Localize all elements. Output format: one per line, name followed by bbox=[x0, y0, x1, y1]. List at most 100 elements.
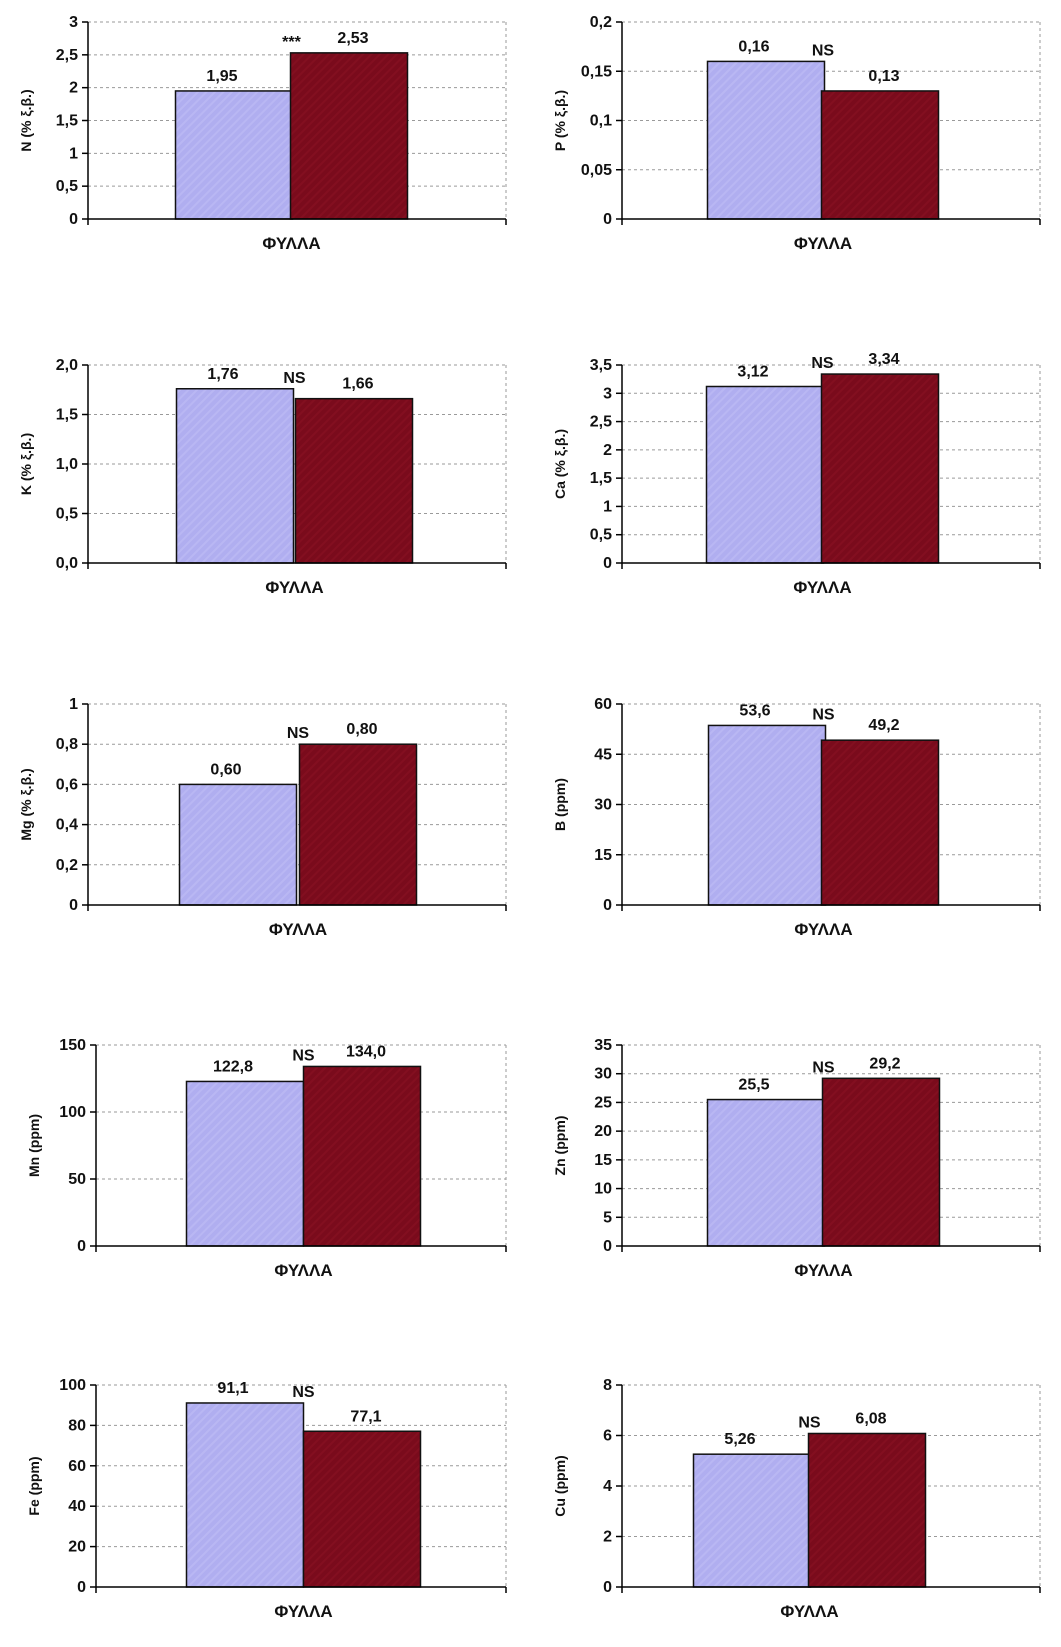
y-tick-label: 1,0 bbox=[56, 456, 78, 473]
y-tick-label: 15 bbox=[594, 1152, 612, 1169]
y-tick-label: 35 bbox=[594, 1037, 612, 1054]
x-axis-label: ΦΥΛΛΑ bbox=[794, 234, 852, 253]
data-label: 0,60 bbox=[210, 761, 241, 778]
y-axis-label: Mg (% ξ.β.) bbox=[18, 768, 34, 840]
x-axis-label: ΦΥΛΛΑ bbox=[794, 1261, 852, 1280]
bar-series-1 bbox=[175, 388, 295, 564]
y-tick-label: 2,5 bbox=[590, 414, 612, 431]
data-label: 3,34 bbox=[868, 351, 899, 368]
y-tick-label: 1 bbox=[69, 696, 78, 713]
y-tick-label: 3 bbox=[603, 385, 612, 402]
y-tick-label: 0,2 bbox=[56, 857, 78, 874]
chart-7: 0 50 100 150 122,8 134,0 NS ΦΥΛΛΑ Mn (ppm) bbox=[26, 1037, 507, 1280]
significance-label: NS bbox=[812, 706, 835, 723]
x-axis-label: ΦΥΛΛΑ bbox=[274, 1602, 332, 1621]
bar-series-2 bbox=[820, 90, 940, 220]
bar-series-2 bbox=[289, 52, 409, 220]
data-label: 2,53 bbox=[337, 30, 368, 47]
y-tick-label: 2 bbox=[603, 442, 612, 459]
y-tick-label: 0 bbox=[69, 211, 78, 228]
bar-series-1 bbox=[174, 90, 294, 220]
y-axis-label: B (ppm) bbox=[552, 778, 568, 831]
y-tick-label: 30 bbox=[594, 1066, 612, 1083]
y-tick-label: 100 bbox=[59, 1104, 86, 1121]
y-axis-label: Fe (ppm) bbox=[26, 1456, 42, 1515]
x-axis-label: ΦΥΛΛΑ bbox=[780, 1602, 838, 1621]
y-tick-label: 2 bbox=[69, 80, 78, 97]
data-label: 3,12 bbox=[737, 363, 768, 380]
data-label: 1,95 bbox=[206, 68, 237, 85]
significance-label: NS bbox=[812, 1059, 835, 1076]
y-tick-label: 0,5 bbox=[590, 527, 612, 544]
significance-label: NS bbox=[292, 1047, 315, 1064]
data-label: 91,1 bbox=[217, 1380, 248, 1397]
y-axis-label: K (% ξ.β.) bbox=[18, 433, 34, 495]
significance-label: NS bbox=[798, 1414, 821, 1431]
chart-2: 0 0,05 0,1 0,15 0,2 0,16 0,13 NS ΦΥΛΛΑ P (% ξ.β.) bbox=[552, 14, 1041, 253]
chart-3: 0,0 0,5 1,0 1,5 2,0 1,76 1,66 NS ΦΥΛΛΑ K (% ξ.β.) bbox=[18, 357, 507, 597]
bar-series-2 bbox=[820, 373, 940, 564]
x-axis-label: ΦΥΛΛΑ bbox=[269, 920, 327, 939]
y-tick-label: 100 bbox=[59, 1377, 86, 1394]
x-axis-label: ΦΥΛΛΑ bbox=[274, 1261, 332, 1280]
x-axis-label: ΦΥΛΛΑ bbox=[265, 578, 323, 597]
y-tick-label: 20 bbox=[68, 1539, 86, 1556]
y-tick-label: 0 bbox=[603, 897, 612, 914]
y-tick-label: 1,5 bbox=[56, 407, 78, 424]
data-label: 53,6 bbox=[739, 702, 770, 719]
y-tick-label: 40 bbox=[68, 1498, 86, 1515]
bar-series-1 bbox=[706, 60, 826, 220]
y-tick-label: 3,5 bbox=[590, 357, 612, 374]
y-tick-label: 15 bbox=[594, 847, 612, 864]
bar-series-1 bbox=[185, 1080, 305, 1247]
y-tick-label: 6 bbox=[603, 1428, 612, 1445]
y-tick-label: 5 bbox=[603, 1209, 612, 1226]
bar-series-1 bbox=[705, 385, 825, 564]
y-tick-label: 0,1 bbox=[590, 113, 612, 130]
chart-5: 0 0,2 0,4 0,6 0,8 1 0,60 0,80 NS ΦΥΛΛΑ Mg (% ξ.β.) bbox=[18, 696, 507, 939]
y-tick-label: 4 bbox=[603, 1478, 612, 1495]
y-tick-label: 0 bbox=[603, 1238, 612, 1255]
y-tick-label: 1 bbox=[69, 145, 78, 162]
x-axis-label: ΦΥΛΛΑ bbox=[793, 578, 851, 597]
y-tick-label: 0 bbox=[603, 211, 612, 228]
y-axis-label: Mn (ppm) bbox=[26, 1114, 42, 1177]
chart-9: 0 20 40 60 80 100 91,1 77,1 NS ΦΥΛΛΑ Fe (ppm) bbox=[26, 1377, 507, 1621]
y-tick-label: 80 bbox=[68, 1417, 86, 1434]
data-label: 0,13 bbox=[868, 68, 899, 85]
data-label: 5,26 bbox=[724, 1431, 755, 1448]
y-tick-label: 0,5 bbox=[56, 178, 78, 195]
data-label: 6,08 bbox=[855, 1410, 886, 1427]
y-tick-label: 30 bbox=[594, 797, 612, 814]
y-tick-label: 0 bbox=[77, 1579, 86, 1596]
bar-series-2 bbox=[821, 1077, 941, 1247]
bar-series-1 bbox=[185, 1402, 305, 1588]
y-tick-label: 10 bbox=[594, 1181, 612, 1198]
y-tick-label: 3 bbox=[69, 14, 78, 31]
bar-series-2 bbox=[807, 1432, 927, 1588]
data-label: 122,8 bbox=[213, 1058, 253, 1075]
y-tick-label: 0 bbox=[603, 1579, 612, 1596]
data-label: 0,80 bbox=[346, 721, 377, 738]
x-axis-label: ΦΥΛΛΑ bbox=[794, 920, 852, 939]
y-tick-label: 60 bbox=[68, 1458, 86, 1475]
y-tick-label: 1,5 bbox=[590, 470, 612, 487]
y-tick-label: 0,15 bbox=[581, 63, 612, 80]
chart-8: 0 5 10 15 20 25 30 35 25,5 29,2 NS ΦΥΛΛΑ Zn (ppm) bbox=[552, 1037, 1041, 1280]
data-label: 134,0 bbox=[346, 1043, 386, 1060]
bar-series-2 bbox=[820, 739, 940, 906]
data-label: 1,76 bbox=[207, 366, 238, 383]
y-tick-label: 0 bbox=[603, 555, 612, 572]
y-tick-label: 0,5 bbox=[56, 506, 78, 523]
significance-label: *** bbox=[282, 34, 301, 51]
significance-label: NS bbox=[283, 370, 306, 387]
bar-series-2 bbox=[294, 397, 414, 564]
bar-series-1 bbox=[692, 1453, 812, 1588]
significance-label: NS bbox=[292, 1384, 315, 1401]
bar-series-1 bbox=[706, 1098, 826, 1247]
x-axis-label: ΦΥΛΛΑ bbox=[262, 234, 320, 253]
y-axis-label: Cu (ppm) bbox=[552, 1455, 568, 1516]
y-tick-label: 2,0 bbox=[56, 357, 78, 374]
chart-10: 0 2 4 6 8 5,26 6,08 NS ΦΥΛΛΑ Cu (ppm) bbox=[552, 1377, 1041, 1621]
